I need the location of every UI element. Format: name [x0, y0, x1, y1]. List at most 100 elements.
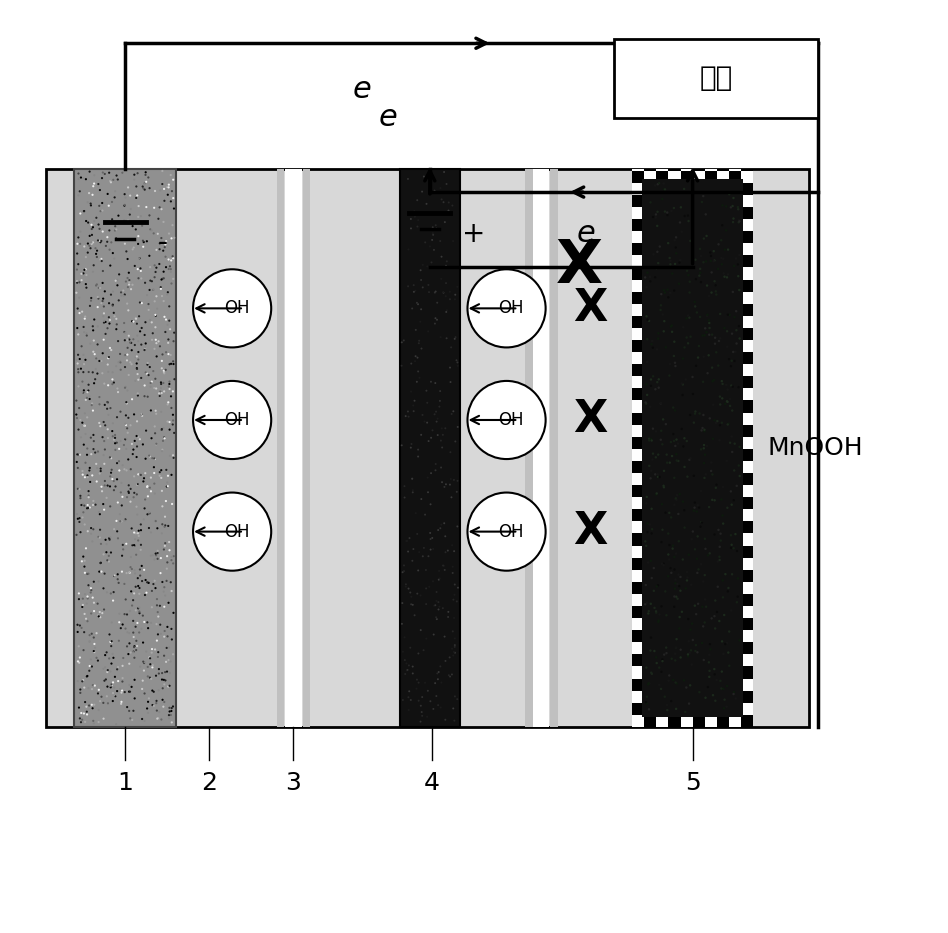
Point	[439, 254, 454, 269]
Point	[441, 609, 456, 624]
Bar	[741, 183, 753, 195]
Point	[400, 172, 415, 187]
Point	[80, 497, 95, 512]
Point	[702, 321, 717, 336]
Bar	[645, 534, 656, 546]
Point	[432, 521, 447, 536]
Bar	[656, 412, 668, 425]
Point	[643, 399, 658, 414]
Point	[149, 693, 164, 708]
Point	[69, 285, 84, 300]
Point	[129, 450, 144, 465]
Bar	[729, 678, 741, 690]
Bar	[729, 509, 741, 522]
Bar	[729, 364, 741, 376]
Point	[415, 280, 430, 295]
Bar	[693, 388, 704, 400]
Bar	[693, 715, 704, 727]
Point	[77, 325, 92, 340]
Point	[143, 525, 158, 540]
Point	[419, 196, 434, 211]
Point	[97, 478, 112, 493]
Point	[90, 686, 105, 701]
Bar	[741, 570, 753, 582]
Point	[111, 634, 126, 648]
Bar	[645, 195, 656, 207]
Point	[677, 209, 692, 224]
Point	[85, 677, 100, 692]
Point	[93, 203, 108, 218]
Bar	[645, 376, 656, 388]
Point	[85, 220, 100, 235]
Point	[711, 358, 726, 373]
Bar	[668, 666, 681, 678]
Point	[95, 224, 110, 239]
Point	[692, 685, 707, 700]
Bar	[681, 473, 693, 485]
Point	[79, 172, 94, 187]
Point	[447, 472, 462, 487]
Point	[650, 447, 665, 462]
Bar	[741, 219, 753, 231]
Point	[671, 507, 686, 522]
Point	[101, 296, 117, 311]
Point	[446, 624, 461, 639]
Point	[149, 260, 164, 275]
Point	[665, 651, 680, 666]
Point	[113, 620, 128, 635]
Point	[400, 404, 415, 419]
Point	[400, 544, 415, 559]
Point	[639, 309, 654, 324]
Bar	[704, 292, 717, 304]
Point	[137, 275, 153, 290]
Point	[142, 506, 157, 521]
Point	[163, 168, 178, 183]
Point	[690, 350, 705, 365]
Point	[122, 355, 137, 369]
Point	[676, 439, 691, 453]
Point	[79, 214, 94, 229]
Point	[671, 534, 686, 549]
Point	[654, 424, 669, 439]
Point	[713, 533, 728, 548]
Point	[73, 361, 88, 376]
Point	[644, 378, 659, 393]
Point	[83, 293, 99, 308]
Point	[102, 313, 118, 327]
Bar	[717, 304, 729, 315]
Point	[107, 309, 122, 324]
Point	[684, 578, 699, 592]
Text: X: X	[574, 286, 608, 330]
Point	[145, 698, 160, 713]
Bar	[693, 497, 704, 509]
Point	[156, 579, 172, 594]
Bar	[668, 497, 681, 509]
Point	[96, 332, 111, 347]
Point	[73, 491, 88, 506]
Point	[92, 233, 107, 248]
Point	[92, 354, 107, 369]
Point	[164, 703, 179, 718]
Point	[414, 689, 429, 704]
Bar	[632, 654, 645, 666]
Point	[726, 687, 741, 702]
Point	[70, 481, 85, 496]
Point	[147, 476, 162, 491]
Point	[437, 480, 452, 494]
Point	[649, 244, 665, 259]
Point	[140, 507, 155, 522]
Point	[119, 347, 135, 362]
Point	[704, 611, 720, 626]
Point	[110, 660, 125, 675]
Point	[439, 331, 454, 346]
Point	[75, 384, 90, 399]
Bar	[668, 292, 681, 304]
Point	[686, 415, 702, 430]
Point	[113, 354, 128, 369]
Point	[155, 354, 170, 369]
Point	[671, 276, 686, 291]
Point	[732, 439, 747, 454]
Point	[649, 341, 665, 356]
Point	[147, 258, 162, 272]
Bar	[704, 400, 717, 412]
